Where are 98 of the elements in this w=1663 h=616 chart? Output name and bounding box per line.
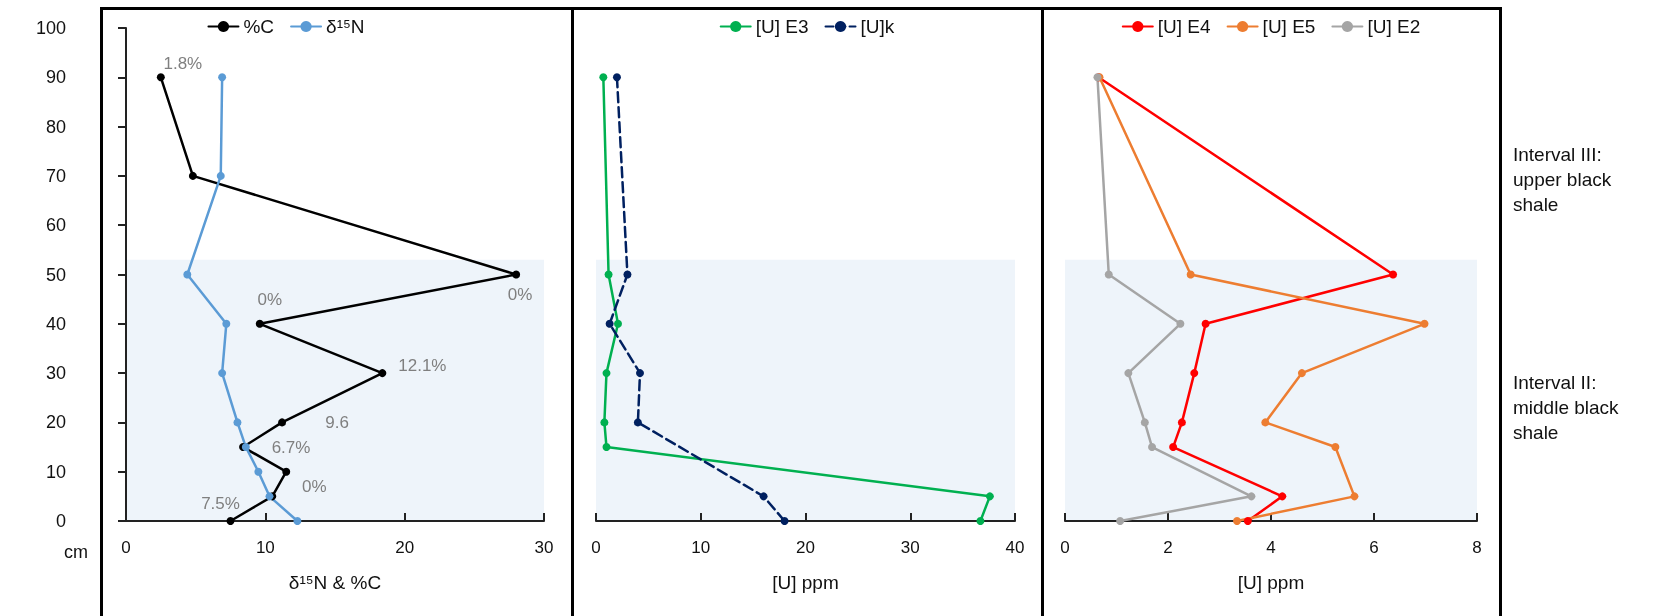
annotation: 0%	[507, 285, 533, 304]
x-tick-label: 0	[121, 538, 131, 557]
y-tick-label: 50	[45, 264, 66, 285]
x-tick-label: 30	[900, 538, 920, 557]
x-tick-label: 10	[255, 538, 275, 557]
text: Interval II: middle black shale	[1513, 371, 1620, 445]
point	[612, 73, 621, 82]
legend-label: [U] E4	[1157, 16, 1212, 37]
point	[602, 443, 611, 452]
point	[1331, 443, 1340, 452]
point	[623, 270, 632, 279]
point	[188, 171, 197, 180]
x-tick-label: 10	[691, 538, 711, 557]
y-tick-label: 30	[45, 363, 66, 384]
legend-label: δ¹⁵N	[326, 16, 365, 37]
x-tick-label: 20	[395, 538, 415, 557]
point	[183, 270, 192, 279]
point	[605, 319, 614, 328]
y-tick-label: 100	[35, 18, 66, 38]
point	[1243, 517, 1252, 525]
x-tick-label: 0	[1060, 538, 1070, 557]
point	[1140, 418, 1149, 427]
annotation: 7.5%	[201, 493, 240, 513]
point	[1148, 443, 1157, 452]
x-tick-label: 40	[1005, 538, 1025, 557]
point	[378, 369, 387, 378]
text: Interval III: upper black shale	[1513, 143, 1613, 217]
point	[985, 492, 994, 501]
point	[1201, 319, 1210, 328]
point	[976, 517, 985, 525]
legend-label: [U] E2	[1367, 16, 1421, 37]
x-axis-title: [U] ppm	[1237, 572, 1305, 593]
annotation: 0%	[257, 290, 283, 310]
point	[218, 73, 227, 82]
point	[1177, 418, 1186, 427]
y-tick-label: 10	[45, 461, 66, 482]
point	[254, 467, 263, 476]
point	[222, 319, 231, 328]
x-tick-label: 4	[1266, 538, 1276, 557]
y-tick-label: 0	[55, 511, 66, 531]
point	[233, 418, 242, 427]
y-tick-label: 60	[45, 215, 66, 236]
point	[600, 418, 609, 427]
point	[1124, 369, 1133, 378]
annotation: 9.6	[325, 412, 349, 432]
x-tick-label: 6	[1369, 538, 1379, 557]
legend-label: %C	[243, 16, 275, 37]
point	[1169, 443, 1178, 452]
y-tick-label: 80	[45, 116, 66, 137]
point	[512, 270, 521, 279]
point	[1297, 369, 1306, 378]
point	[218, 369, 227, 378]
point	[156, 73, 165, 82]
y-tick-label: 90	[45, 67, 66, 88]
y-axis-title: cm	[64, 542, 88, 562]
point	[636, 369, 644, 378]
x-axis-title: δ¹⁵N & %C	[288, 572, 382, 593]
point	[1190, 369, 1199, 378]
y-tick-label: 20	[45, 412, 66, 433]
point	[1420, 319, 1429, 328]
point	[633, 418, 642, 427]
point	[1116, 517, 1125, 525]
point	[1278, 492, 1287, 501]
point	[599, 73, 608, 82]
point	[602, 369, 611, 378]
point	[759, 492, 768, 501]
point	[780, 517, 789, 525]
point	[216, 171, 225, 180]
point	[614, 319, 622, 328]
x-axis-title: [U] ppm	[772, 572, 839, 593]
point	[255, 319, 264, 328]
point	[282, 467, 291, 476]
legend-label: [U]k	[860, 16, 895, 37]
point	[226, 517, 235, 525]
point	[1261, 418, 1270, 427]
x-tick-label: 8	[1472, 538, 1482, 557]
annotation: 1.8%	[163, 53, 203, 73]
annotation: 6.7%	[271, 437, 311, 457]
x-tick-label: 0	[591, 538, 601, 557]
y-tick-label: 70	[45, 165, 66, 186]
point	[1186, 270, 1195, 279]
point	[293, 517, 302, 525]
legend-label: [U] E3	[755, 16, 809, 37]
point	[278, 418, 287, 427]
point	[1233, 517, 1242, 525]
x-tick-label: 20	[796, 538, 815, 557]
point	[1247, 492, 1256, 501]
point	[1350, 492, 1359, 501]
point	[1104, 270, 1113, 279]
legend-label: [U] E5	[1262, 16, 1316, 37]
point	[1176, 319, 1185, 328]
x-tick-label: 2	[1163, 538, 1173, 557]
annotation: 0%	[302, 476, 327, 496]
point	[1389, 270, 1398, 279]
x-tick-label: 30	[534, 538, 554, 557]
y-tick-label: 40	[45, 313, 66, 334]
point	[604, 270, 613, 279]
annotation: 12.1%	[398, 355, 447, 375]
